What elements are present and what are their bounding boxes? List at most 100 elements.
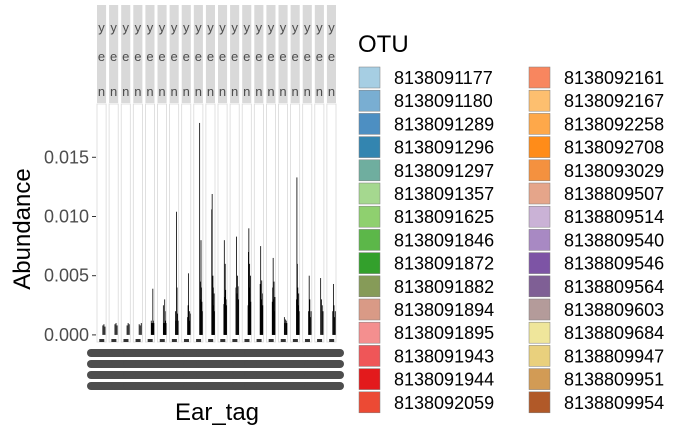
bar [152, 288, 154, 335]
facet-strip [181, 5, 191, 103]
facet-panel [96, 103, 107, 343]
zero-marker [256, 339, 262, 342]
facet-strip-label: n [292, 84, 299, 99]
zero-marker [268, 339, 274, 342]
legend-swatch [358, 205, 381, 228]
facet-strip [230, 5, 240, 103]
legend-swatch [358, 391, 381, 414]
bar [188, 320, 190, 335]
facet-strip-label: n [146, 84, 153, 99]
bar [235, 287, 237, 335]
legend-label: 8138091846 [394, 230, 494, 250]
legend-item: 8138092161 [528, 66, 664, 89]
legend-swatch [528, 159, 551, 182]
y-tick-label: 0.005 [44, 266, 89, 286]
x-tick-label [316, 349, 344, 357]
legend-item: 8138091895 [358, 321, 494, 344]
legend-label: 8138809540 [564, 230, 664, 250]
legend-swatch [528, 182, 551, 205]
facet-strip-label: e [292, 49, 299, 64]
facet-strip-label: y [195, 20, 202, 35]
legend-label: 8138091297 [394, 161, 494, 181]
bar [150, 320, 152, 335]
facet-strip [121, 5, 131, 103]
bar [224, 263, 226, 335]
bar [225, 299, 227, 335]
bar [297, 305, 299, 335]
bar [102, 325, 104, 335]
bar [115, 323, 117, 335]
facet-strip-label: e [110, 49, 117, 64]
legend-item: 8138091177 [358, 66, 493, 89]
bar [175, 311, 176, 335]
zero-marker [292, 339, 298, 342]
legend-label: 8138091944 [394, 370, 494, 390]
bar [286, 323, 288, 335]
bar [285, 320, 287, 335]
legend-items: 8138091177 8138091180 8138091289 8138091296… [358, 66, 664, 414]
bar [296, 177, 298, 335]
bar [271, 301, 273, 335]
bar [165, 320, 167, 335]
facet-strip-label: n [110, 84, 117, 99]
legend-item: 8138091872 [358, 252, 494, 274]
legend-item: 8138092059 [358, 391, 494, 414]
facet-strip [97, 5, 107, 103]
facet-strip-label: e [243, 49, 250, 64]
bar [223, 304, 225, 335]
facet-strip-label: y [219, 20, 226, 35]
bar [310, 317, 311, 335]
legend-swatch [358, 136, 381, 158]
legend-swatch [358, 298, 381, 321]
bar [238, 299, 239, 335]
bar [332, 311, 334, 335]
facet-strip-label: n [219, 84, 226, 99]
x-tick-label [316, 371, 344, 379]
bar [333, 305, 335, 335]
bar [163, 323, 165, 335]
legend-swatch [358, 345, 381, 367]
facet-strip-label: n [328, 84, 335, 99]
bar [284, 323, 286, 335]
y-tick-label: 0.000 [44, 325, 89, 345]
bar [163, 323, 165, 335]
legend-label: 8138092258 [564, 114, 664, 134]
bar [187, 317, 188, 335]
legend-label: 8138091882 [394, 277, 494, 297]
legend-item: 8138093029 [528, 159, 664, 182]
bar [165, 323, 167, 335]
plot-panels [96, 103, 337, 343]
bar [236, 293, 238, 335]
facet-panel [120, 103, 131, 343]
legend-item: 8138091894 [358, 298, 494, 321]
zero-marker [208, 339, 214, 342]
bar [116, 325, 118, 335]
zero-marker [280, 339, 286, 342]
bar [297, 287, 299, 335]
bar [103, 324, 105, 335]
bar [224, 297, 226, 335]
bar [201, 287, 202, 335]
facet-strip [242, 5, 252, 103]
bar [332, 283, 334, 335]
facet-strip-label: n [207, 84, 214, 99]
zero-marker [196, 339, 202, 342]
bar [175, 320, 177, 335]
x-tick-label [316, 360, 344, 368]
legend-label: 8138093029 [564, 161, 664, 181]
x-axis-title: Ear_tag [175, 399, 259, 426]
bar [128, 324, 130, 335]
bar [322, 311, 324, 335]
facet-strip-label: n [316, 84, 323, 99]
bar [114, 324, 116, 335]
facet-panel [181, 103, 192, 343]
facet-strip-label: y [328, 20, 335, 35]
bar [320, 278, 322, 335]
facet-strip-label: y [292, 20, 299, 35]
facet-strip-label: y [171, 20, 178, 35]
bar [334, 317, 336, 335]
facet-panel [302, 103, 313, 343]
facet-strip-label: n [243, 84, 250, 99]
legend-swatch [528, 205, 551, 228]
facet-strip-label: e [267, 49, 274, 64]
